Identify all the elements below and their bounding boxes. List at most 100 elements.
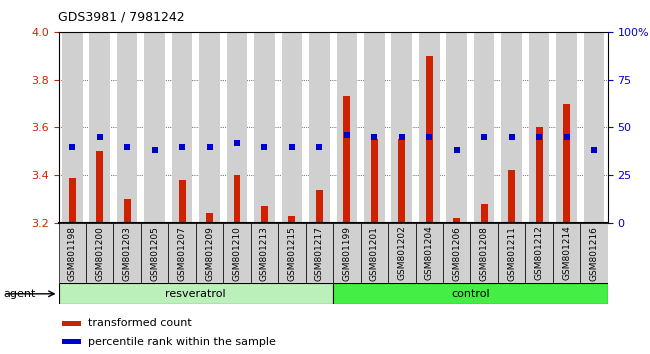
Text: agent: agent <box>3 289 36 299</box>
Point <box>342 132 352 138</box>
Text: GSM801214: GSM801214 <box>562 226 571 280</box>
Bar <box>200 32 220 223</box>
Text: GSM801215: GSM801215 <box>287 225 296 281</box>
Text: GSM801209: GSM801209 <box>205 225 214 281</box>
Bar <box>447 32 467 223</box>
Bar <box>471 223 498 283</box>
Bar <box>333 283 608 304</box>
Text: GSM801205: GSM801205 <box>150 225 159 281</box>
Text: GSM801204: GSM801204 <box>424 226 434 280</box>
Point <box>562 134 572 140</box>
Text: control: control <box>451 289 489 299</box>
Bar <box>364 32 385 223</box>
Text: percentile rank within the sample: percentile rank within the sample <box>88 337 276 347</box>
Bar <box>371 139 378 223</box>
Point <box>452 148 462 153</box>
Text: GDS3981 / 7981242: GDS3981 / 7981242 <box>58 11 185 24</box>
Bar <box>69 178 75 223</box>
Bar <box>233 175 240 223</box>
Bar <box>62 321 81 326</box>
Text: GSM801201: GSM801201 <box>370 225 379 281</box>
Point <box>122 144 133 149</box>
Bar <box>124 199 131 223</box>
Bar <box>306 223 333 283</box>
Bar <box>227 32 247 223</box>
Bar <box>168 223 196 283</box>
Text: GSM801217: GSM801217 <box>315 225 324 281</box>
Bar <box>474 32 495 223</box>
Point <box>287 144 297 149</box>
Bar <box>398 139 405 223</box>
Bar <box>179 180 185 223</box>
Bar <box>90 32 110 223</box>
Bar <box>141 223 168 283</box>
Text: GSM801207: GSM801207 <box>177 225 187 281</box>
Text: GSM801206: GSM801206 <box>452 225 462 281</box>
Point <box>424 134 434 140</box>
Bar <box>278 223 306 283</box>
Bar <box>453 218 460 223</box>
Bar <box>261 206 268 223</box>
Point <box>232 140 242 145</box>
Bar <box>415 223 443 283</box>
Text: GSM801203: GSM801203 <box>123 225 132 281</box>
Bar <box>251 223 278 283</box>
Bar <box>58 283 333 304</box>
Bar <box>62 32 83 223</box>
Text: GSM801198: GSM801198 <box>68 225 77 281</box>
Bar <box>501 32 522 223</box>
Bar <box>117 32 137 223</box>
Point <box>396 134 407 140</box>
Bar <box>443 223 471 283</box>
Text: resveratrol: resveratrol <box>166 289 226 299</box>
Bar <box>172 32 192 223</box>
Bar <box>580 223 608 283</box>
Bar <box>96 151 103 223</box>
Bar <box>337 32 357 223</box>
Bar <box>481 204 488 223</box>
Bar <box>584 32 605 223</box>
Bar <box>525 223 552 283</box>
Bar <box>388 223 415 283</box>
Point <box>177 144 187 149</box>
Text: GSM801212: GSM801212 <box>534 226 543 280</box>
Point <box>534 134 544 140</box>
Text: GSM801213: GSM801213 <box>260 225 269 281</box>
Bar <box>391 32 412 223</box>
Bar <box>309 32 330 223</box>
Bar <box>254 32 275 223</box>
Bar <box>426 56 433 223</box>
Text: GSM801200: GSM801200 <box>95 225 104 281</box>
Text: GSM801199: GSM801199 <box>343 225 352 281</box>
Point <box>589 148 599 153</box>
Bar <box>281 32 302 223</box>
Bar <box>508 170 515 223</box>
Bar <box>196 223 224 283</box>
Point <box>314 144 324 149</box>
Text: transformed count: transformed count <box>88 318 192 328</box>
Point <box>479 134 489 140</box>
Bar <box>316 189 323 223</box>
Text: GSM801208: GSM801208 <box>480 225 489 281</box>
Bar <box>498 223 525 283</box>
Bar <box>224 223 251 283</box>
Bar <box>114 223 141 283</box>
Point <box>150 148 160 153</box>
Point <box>259 144 270 149</box>
Bar <box>552 223 580 283</box>
Point <box>506 134 517 140</box>
Point <box>67 144 77 149</box>
Point <box>204 144 214 149</box>
Bar <box>361 223 388 283</box>
Bar <box>529 32 549 223</box>
Text: GSM801216: GSM801216 <box>590 225 599 281</box>
Text: GSM801202: GSM801202 <box>397 226 406 280</box>
Text: GSM801210: GSM801210 <box>233 225 242 281</box>
Point <box>94 134 105 140</box>
Text: GSM801211: GSM801211 <box>507 225 516 281</box>
Bar <box>563 103 570 223</box>
Bar <box>343 96 350 223</box>
Bar <box>144 32 165 223</box>
Bar <box>206 213 213 223</box>
Bar <box>58 223 86 283</box>
